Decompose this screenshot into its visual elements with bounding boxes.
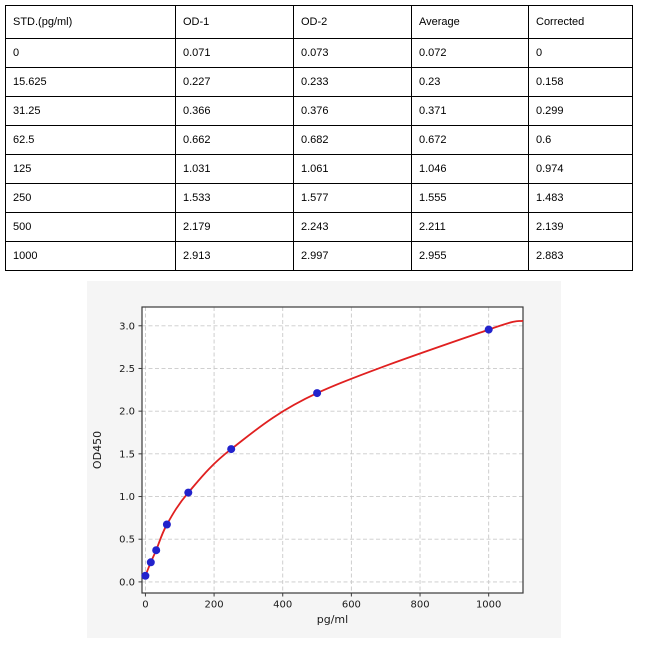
x-tick-label: 600: [342, 600, 361, 611]
table-cell: 0.299: [528, 96, 633, 126]
table-cell: 0.974: [528, 154, 633, 184]
column-header-od1: OD-1: [175, 5, 294, 39]
table-cell: 0.071: [175, 38, 294, 68]
table-cell: 0.073: [293, 38, 412, 68]
table-cell: 31.25: [5, 96, 176, 126]
table-row: 62.5 0.662 0.682 0.672 0.6: [5, 125, 633, 155]
table-row: 1000 2.913 2.997 2.955 2.883: [5, 241, 633, 271]
y-tick-label: 1.5: [119, 449, 135, 460]
table-cell: 1.061: [293, 154, 412, 184]
x-tick-label: 1000: [476, 600, 501, 611]
x-tick-label: 0: [142, 600, 148, 611]
y-tick-label: 2.5: [119, 364, 135, 375]
table-cell: 1.483: [528, 183, 633, 213]
y-tick-label: 1.0: [119, 492, 135, 503]
table-cell: 2.955: [411, 241, 529, 271]
y-axis-label: OD450: [91, 431, 104, 469]
y-tick-label: 3.0: [119, 321, 135, 332]
table-cell: 1.046: [411, 154, 529, 184]
table-cell: 0.662: [175, 125, 294, 155]
table-cell: 0.6: [528, 125, 633, 155]
column-header-average: Average: [411, 5, 529, 39]
table-row: 500 2.179 2.243 2.211 2.139: [5, 212, 633, 242]
x-tick-label: 800: [410, 600, 429, 611]
x-tick-label: 400: [273, 600, 292, 611]
table-cell: 500: [5, 212, 176, 242]
table-cell: 2.913: [175, 241, 294, 271]
table-row: 125 1.031 1.061 1.046 0.974: [5, 154, 633, 184]
standard-curve-chart: 0 200 400 600 800 1000 0.0 0.5 1.0 1.5 2.0 2.5 3.0 pg…: [87, 281, 561, 638]
data-point: [141, 571, 150, 580]
table-row: 0 0.071 0.073 0.072 0: [5, 38, 633, 68]
data-point: [484, 325, 493, 334]
data-point: [162, 520, 171, 529]
table-cell: 0.233: [293, 67, 412, 97]
table-cell: 0: [5, 38, 176, 68]
column-header-od2: OD-2: [293, 5, 412, 39]
table-cell: 0.672: [411, 125, 529, 155]
table-cell: 2.243: [293, 212, 412, 242]
table-cell: 0: [528, 38, 633, 68]
table-cell: 0.23: [411, 67, 529, 97]
table-cell: 0.682: [293, 125, 412, 155]
table-cell: 62.5: [5, 125, 176, 155]
x-axis-label: pg/ml: [317, 613, 348, 626]
table-row: 15.625 0.227 0.233 0.23 0.158: [5, 67, 633, 97]
table-cell: 1000: [5, 241, 176, 271]
data-point: [152, 546, 161, 555]
y-tick-label: 0.0: [119, 577, 135, 588]
table-cell: 1.555: [411, 183, 529, 213]
standards-table: STD.(pg/ml) OD-1 OD-2 Average Corrected …: [5, 5, 633, 271]
data-point: [184, 488, 193, 497]
table-cell: 0.227: [175, 67, 294, 97]
table-cell: 250: [5, 183, 176, 213]
table-cell: 2.211: [411, 212, 529, 242]
data-point: [146, 558, 155, 567]
table-cell: 0.376: [293, 96, 412, 126]
table-cell: 2.179: [175, 212, 294, 242]
data-point: [227, 445, 236, 454]
y-tick-label: 0.5: [119, 535, 135, 546]
standard-curve-figure: 0 200 400 600 800 1000 0.0 0.5 1.0 1.5 2.0 2.5 3.0 pg…: [87, 281, 561, 638]
table-cell: 0.371: [411, 96, 529, 126]
table-cell: 2.997: [293, 241, 412, 271]
column-header-std: STD.(pg/ml): [5, 5, 176, 39]
table-cell: 2.139: [528, 212, 633, 242]
table-row: 250 1.533 1.577 1.555 1.483: [5, 183, 633, 213]
table-cell: 1.577: [293, 183, 412, 213]
y-tick-label: 2.0: [119, 407, 135, 418]
table-cell: 1.533: [175, 183, 294, 213]
table-cell: 2.883: [528, 241, 633, 271]
table-cell: 0.158: [528, 67, 633, 97]
data-point: [313, 389, 322, 398]
table-cell: 0.072: [411, 38, 529, 68]
plot-area: [142, 307, 523, 593]
x-tick-label: 200: [205, 600, 224, 611]
plot-border: [141, 306, 524, 594]
table-cell: 125: [5, 154, 176, 184]
table-cell: 0.366: [175, 96, 294, 126]
column-header-corrected: Corrected: [528, 5, 633, 39]
fit-curve: [144, 319, 524, 577]
table-cell: 1.031: [175, 154, 294, 184]
table-cell: 15.625: [5, 67, 176, 97]
table-header-row: STD.(pg/ml) OD-1 OD-2 Average Corrected: [5, 5, 633, 39]
table-row: 31.25 0.366 0.376 0.371 0.299: [5, 96, 633, 126]
